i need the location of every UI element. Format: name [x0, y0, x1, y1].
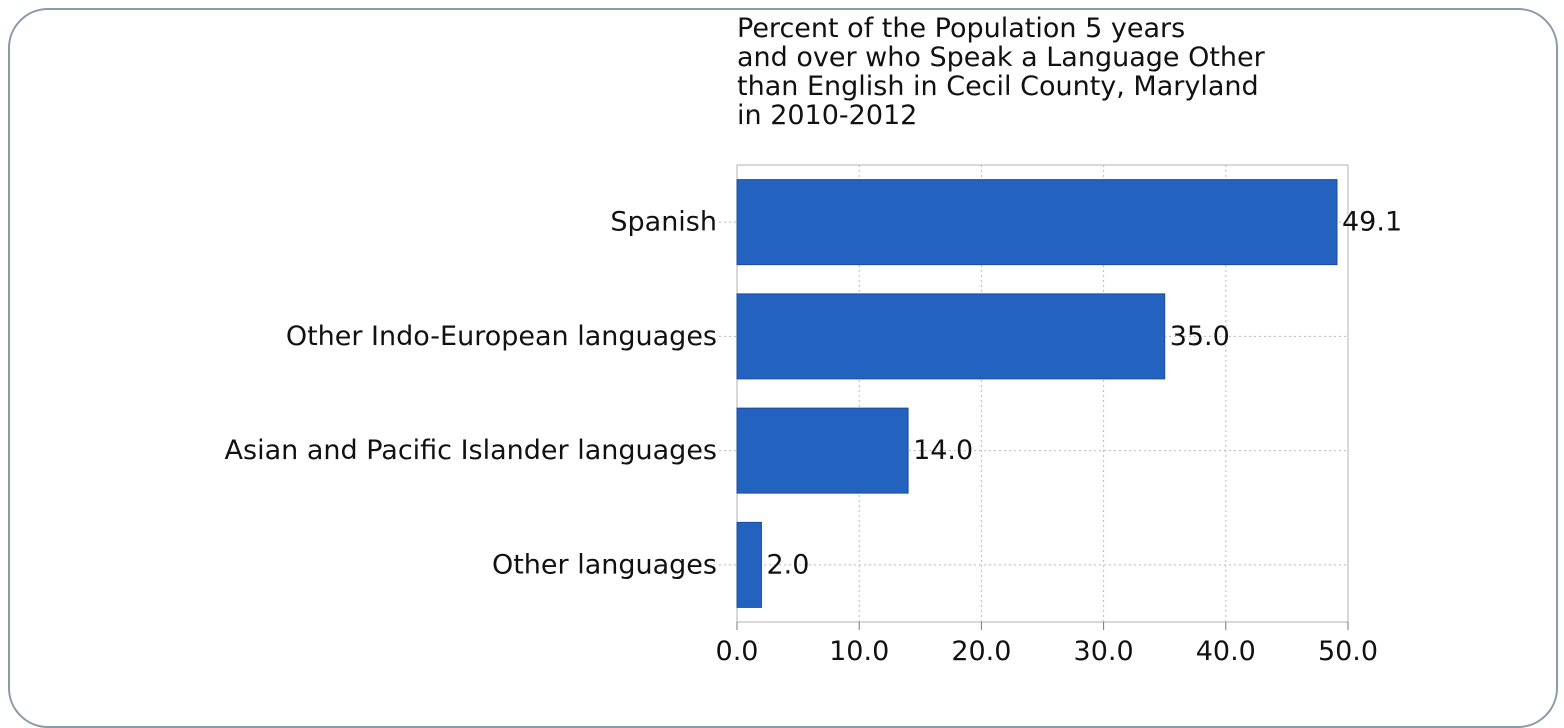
category-label-3: Other languages: [492, 549, 717, 580]
category-labels: Spanish Other Indo-European languages Asia…: [225, 207, 717, 581]
bar-chart: Spanish Other Indo-European languages Asia…: [225, 164, 1402, 667]
value-label-3: 2.0: [766, 549, 809, 580]
value-label-1: 35.0: [1170, 321, 1230, 352]
category-label-1: Other Indo-European languages: [286, 321, 717, 352]
value-label-0: 49.1: [1342, 207, 1402, 238]
value-label-2: 14.0: [913, 435, 973, 466]
bar-0: [736, 179, 1338, 266]
x-tick-label-4: 40.0: [1196, 636, 1256, 667]
bars: [736, 179, 1338, 608]
x-tick-label-5: 50.0: [1318, 636, 1378, 667]
x-tick-label-1: 10.0: [829, 636, 889, 667]
category-label-2: Asian and Pacific Islander languages: [225, 435, 717, 466]
chart-title: Percent of the Population 5 years and ov…: [737, 13, 1265, 131]
bar-1: [736, 293, 1166, 380]
bar-3: [736, 521, 762, 608]
category-label-0: Spanish: [610, 207, 717, 238]
x-axis: 0.0 10.0 20.0 30.0 40.0 50.0: [716, 621, 1378, 667]
value-labels: 49.1 35.0 14.0 2.0: [766, 207, 1402, 581]
bar-2: [736, 407, 909, 494]
x-tick-label-3: 30.0: [1074, 636, 1134, 667]
x-tick-label-0: 0.0: [716, 636, 759, 667]
x-tick-label-2: 20.0: [951, 636, 1011, 667]
